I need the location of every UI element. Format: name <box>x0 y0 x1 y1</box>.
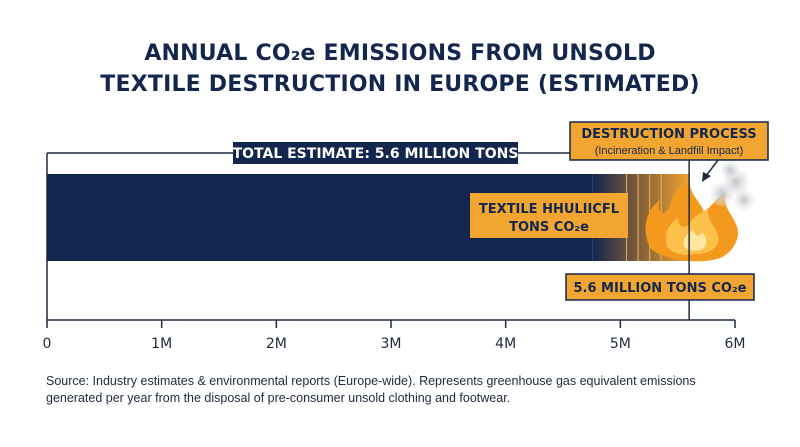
chart-title-line-1: ANNUAL CO₂e EMISSIONS FROM UNSOLD <box>144 41 656 66</box>
source-note-line-1: Source: Industry estimates & environment… <box>46 374 696 388</box>
x-tick-label: 4M <box>495 336 516 352</box>
x-tick-label: 1M <box>151 336 172 352</box>
destruction-process-subtitle: (Incineration & Landfill Impact) <box>595 145 744 157</box>
total-estimate-text: TOTAL ESTIMATE: 5.6 MILLION TONS <box>233 146 519 162</box>
x-tick-label: 0 <box>43 336 52 352</box>
chart-title-line-2: TEXTILE DESTRUCTION IN EUROPE (ESTIMATED… <box>100 72 700 97</box>
chart-title: ANNUAL CO₂e EMISSIONS FROM UNSOLD TEXTIL… <box>0 38 800 100</box>
x-tick-label: 5M <box>610 336 631 352</box>
destruction-process-title: DESTRUCTION PROCESS <box>581 127 756 142</box>
bar-label-line-1: TEXTILE HHULIICFL <box>479 202 619 217</box>
x-tick-label: 6M <box>725 336 746 352</box>
value-label: 5.6 MILLION TONS CO₂e <box>565 273 755 301</box>
x-tick-label: 2M <box>266 336 287 352</box>
arrow-icon <box>702 159 719 182</box>
source-note: Source: Industry estimates & environment… <box>46 373 766 407</box>
value-label-text: 5.6 MILLION TONS CO₂e <box>574 281 747 296</box>
source-note-line-2: generated per year from the disposal of … <box>46 391 511 405</box>
destruction-process-box: DESTRUCTION PROCESS (Incineration & Land… <box>569 121 769 161</box>
x-tick-label: 3M <box>381 336 402 352</box>
total-estimate-label: TOTAL ESTIMATE: 5.6 MILLION TONS <box>233 142 519 164</box>
smoke-icon <box>710 161 754 210</box>
bar-label-box: TEXTILE HHULIICFL TONS CO₂e <box>470 193 628 238</box>
x-axis: 0 1M 2M 3M 4M 5M 6M <box>43 319 746 352</box>
bar-label-line-2: TONS CO₂e <box>509 220 589 235</box>
